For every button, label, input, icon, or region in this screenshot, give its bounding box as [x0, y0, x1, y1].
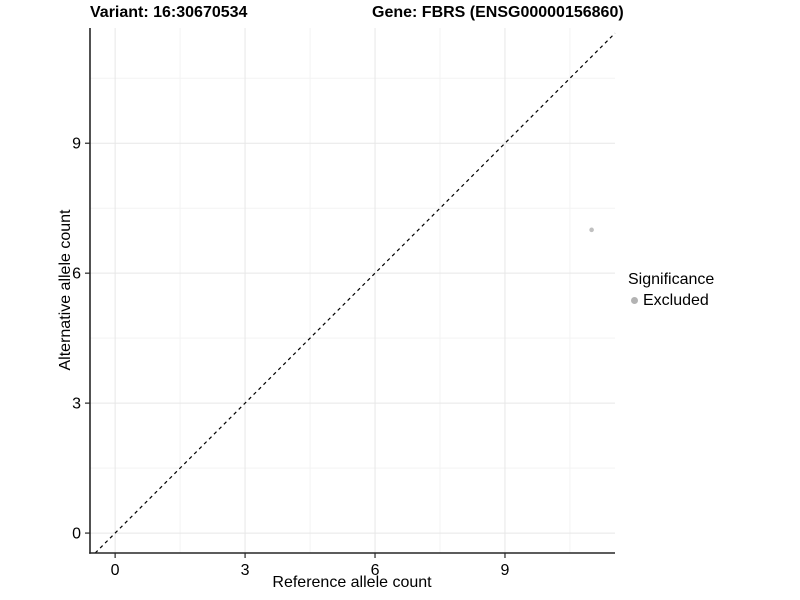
identity-reference-line [94, 32, 616, 554]
legend-item-label: Excluded [643, 292, 709, 309]
y-tick-label: 6 [72, 266, 81, 283]
legend-item-excluded: Excluded [628, 291, 714, 310]
y-tick-label: 0 [72, 526, 81, 543]
x-tick-label: 0 [111, 562, 120, 579]
x-tick-label: 3 [241, 562, 250, 579]
y-axis-title: Alternative allele count [57, 209, 74, 371]
x-tick-label: 6 [371, 562, 380, 579]
x-tick-label: 9 [501, 562, 510, 579]
legend-point-icon [631, 297, 638, 304]
legend: Significance Excluded [628, 270, 714, 310]
data-point [589, 227, 594, 233]
legend-title: Significance [628, 271, 715, 288]
plot-title-variant: Variant: 16:30670534 [90, 4, 248, 21]
x-axis-title: Reference allele count [272, 574, 432, 591]
plot-title-gene: Gene: FBRS (ENSG00000156860) [372, 4, 624, 21]
y-tick-label: 3 [72, 396, 81, 413]
y-tick-label: 9 [72, 136, 81, 153]
